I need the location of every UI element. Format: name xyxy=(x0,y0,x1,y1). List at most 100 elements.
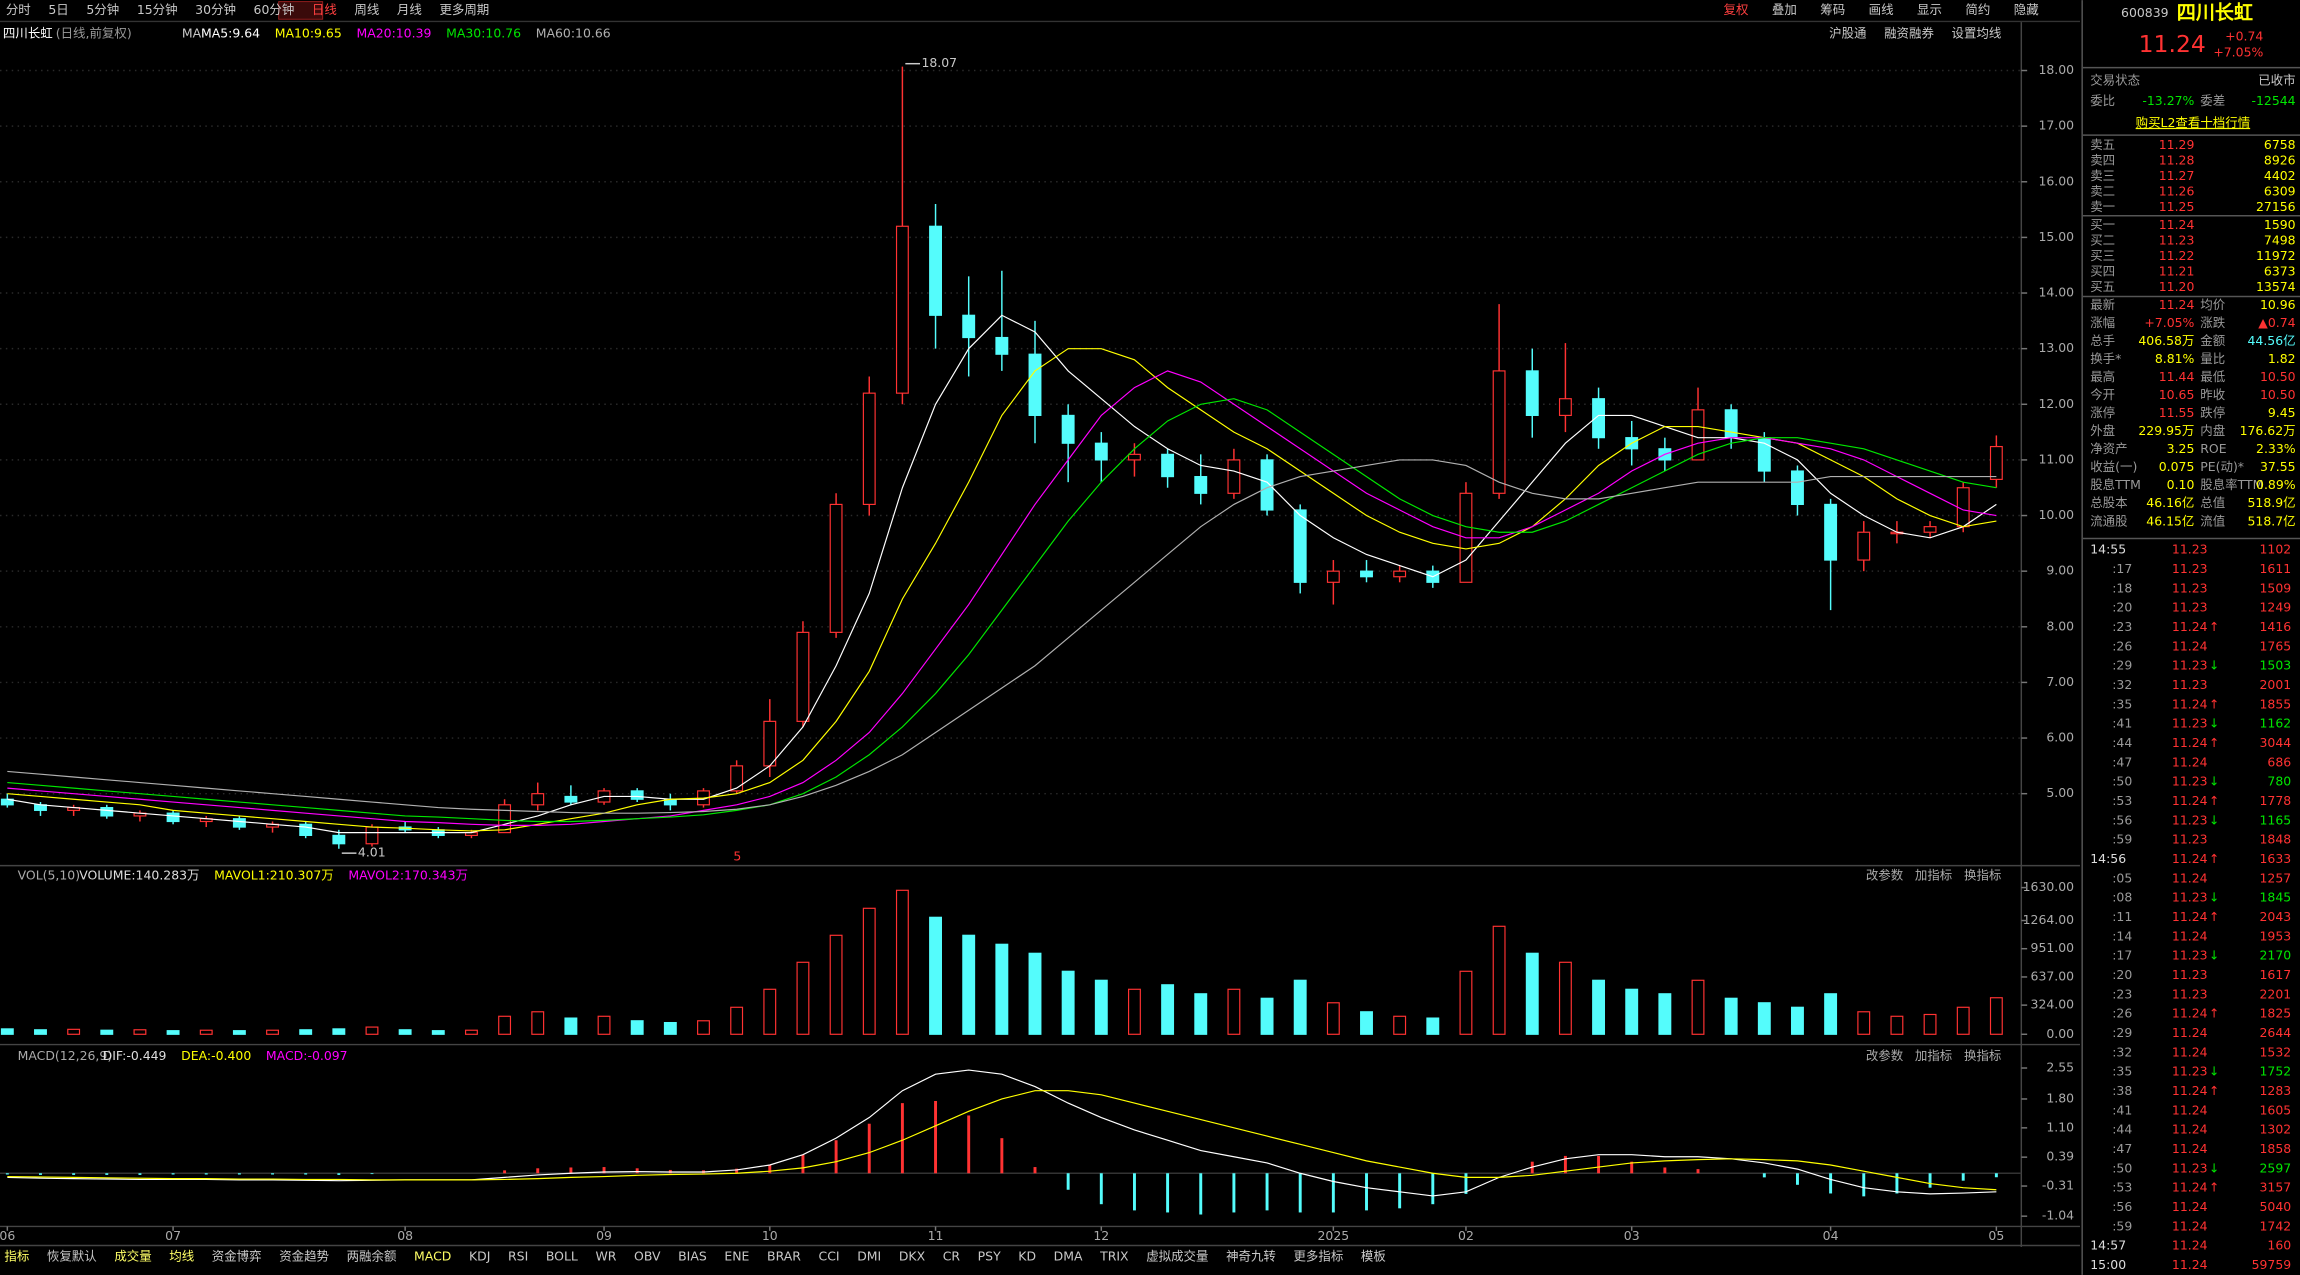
toolbar-item[interactable]: DMA xyxy=(1054,1249,1083,1264)
toolbar-item[interactable]: PSY xyxy=(978,1249,1001,1264)
toolbar-item[interactable]: 换指标 xyxy=(1964,1048,2001,1063)
toolbar-item[interactable]: CR xyxy=(943,1249,961,1264)
toolbar-item[interactable]: 更多周期 xyxy=(439,2,489,17)
toolbar-item[interactable]: WR xyxy=(595,1249,616,1264)
toolbar-item[interactable]: 月线 xyxy=(397,2,422,17)
toolbar-item[interactable]: KD xyxy=(1018,1249,1036,1264)
toolbar-item[interactable]: DMI xyxy=(857,1249,881,1264)
candle-body xyxy=(1824,503,1838,561)
toolbar-item[interactable]: 简约 xyxy=(1965,2,1990,17)
toolbar-item[interactable]: 换指标 xyxy=(1964,867,2001,882)
toolbar-item[interactable]: DKX xyxy=(899,1249,926,1264)
toolbar-item[interactable]: 恢复默认 xyxy=(47,1249,97,1264)
toolbar-item[interactable]: 指标 xyxy=(4,1249,29,1264)
stat-value: 46.16亿 xyxy=(2146,495,2194,510)
stat-label: 内盘 xyxy=(2200,423,2225,438)
wb-label: 委比 xyxy=(2090,93,2115,108)
ob-volume: 8926 xyxy=(2264,152,2296,167)
toolbar-item[interactable]: 叠加 xyxy=(1772,2,1797,17)
toolbar-item[interactable]: 沪股通 xyxy=(1829,25,1867,40)
toolbar-item: DEA:-0.400 xyxy=(181,1048,251,1063)
stat-label: 总手 xyxy=(2090,333,2115,348)
toolbar-item[interactable]: 日线 xyxy=(312,2,337,17)
toolbar-item[interactable]: 15分钟 xyxy=(137,2,178,17)
toolbar-item[interactable]: 60分钟 xyxy=(254,2,295,17)
toolbar-item[interactable]: CCI xyxy=(819,1249,840,1264)
tick-arrow: ↓ xyxy=(2209,1064,2219,1079)
toolbar-item[interactable]: 虚拟成交量 xyxy=(1146,1249,1208,1264)
volume-bar xyxy=(1094,979,1108,1035)
tick-price: 11.24 xyxy=(2172,928,2208,943)
toolbar-item[interactable]: BIAS xyxy=(678,1249,707,1264)
toolbar-item[interactable]: 30分钟 xyxy=(195,2,236,17)
toolbar-item[interactable]: 改参数 xyxy=(1866,867,1904,882)
toolbar-item[interactable]: 资金趋势 xyxy=(279,1249,329,1264)
toolbar-item[interactable]: ENE xyxy=(724,1249,749,1264)
toolbar-item[interactable]: 加指标 xyxy=(1915,867,1952,882)
toolbar-item[interactable]: 显示 xyxy=(1917,2,1942,17)
toolbar-item[interactable]: 加指标 xyxy=(1915,1048,1952,1063)
stat-value: 10.50 xyxy=(2260,369,2296,384)
tick-price: 11.23 xyxy=(2172,774,2208,789)
toolbar-item[interactable]: 两融余额 xyxy=(347,1249,397,1264)
tick-volume: 1283 xyxy=(2259,1083,2291,1098)
y-tick-label: 1.80 xyxy=(2046,1090,2074,1105)
tick-arrow: ↓ xyxy=(2209,774,2219,789)
toolbar-item[interactable]: 更多指标 xyxy=(1293,1249,1343,1264)
y-tick-label: 7.00 xyxy=(2046,674,2074,689)
ob-price: 11.23 xyxy=(2159,232,2195,247)
toolbar-item[interactable]: 模板 xyxy=(1361,1249,1386,1264)
toolbar-item[interactable]: 隐藏 xyxy=(2014,2,2039,17)
tick-volume: 1778 xyxy=(2259,793,2291,808)
tick-price: 11.23 xyxy=(2172,600,2208,615)
toolbar-item[interactable]: 设置均线 xyxy=(1952,25,2002,40)
toolbar-item[interactable]: KDJ xyxy=(469,1249,490,1264)
toolbar-item[interactable]: 5分钟 xyxy=(86,2,119,17)
toolbar-item[interactable]: TRIX xyxy=(1099,1249,1129,1264)
candle-body xyxy=(1028,353,1042,416)
tick-arrow: ↑ xyxy=(2209,909,2219,924)
toolbar-item[interactable]: RSI xyxy=(508,1249,528,1264)
toolbar-item[interactable]: 融资融券 xyxy=(1884,25,1934,40)
ob-volume: 6309 xyxy=(2264,184,2296,199)
x-tick-label: 03 xyxy=(1624,1228,1640,1243)
stat-label: 股息率TTM xyxy=(2200,477,2263,492)
stat-value: 10.65 xyxy=(2159,387,2195,402)
candle-body xyxy=(232,818,246,828)
candle-body xyxy=(564,795,578,803)
tick-time: :41 xyxy=(2112,1102,2132,1117)
candle-body xyxy=(1989,445,2003,480)
volume-bar xyxy=(299,1029,313,1035)
toolbar-item[interactable]: 周线 xyxy=(354,2,379,17)
toolbar-item[interactable]: 5日 xyxy=(48,2,68,17)
toolbar-item[interactable]: BOLL xyxy=(546,1249,578,1264)
candle-body xyxy=(1525,370,1539,416)
toolbar-item[interactable]: 均线 xyxy=(169,1249,194,1264)
ob-volume: 11972 xyxy=(2256,248,2296,263)
toolbar-item[interactable]: 画线 xyxy=(1869,2,1894,17)
volume-bar xyxy=(67,1028,81,1035)
stat-label: 总值 xyxy=(2200,495,2225,510)
toolbar-item[interactable]: 筹码 xyxy=(1820,2,1845,17)
toolbar-item[interactable]: 资金博弈 xyxy=(212,1249,262,1264)
toolbar-item[interactable]: OBV xyxy=(634,1249,661,1264)
stat-label: 股息TTM xyxy=(2090,477,2141,492)
ob-price: 11.26 xyxy=(2159,184,2195,199)
toolbar-item[interactable]: MACD xyxy=(414,1249,451,1264)
tick-time: :18 xyxy=(2112,580,2132,595)
tick-price: 11.24 xyxy=(2172,851,2208,866)
volume-bar xyxy=(398,1029,412,1035)
toolbar-item[interactable]: 复权 xyxy=(1724,2,1749,17)
toolbar-item[interactable]: BRAR xyxy=(767,1249,801,1264)
tick-volume: 2201 xyxy=(2259,986,2291,1001)
volume-bar xyxy=(365,1026,379,1035)
volume-bar xyxy=(663,1021,677,1035)
ma-line xyxy=(7,398,1997,823)
toolbar-item[interactable]: 分时 xyxy=(6,2,31,17)
ob-volume: 6758 xyxy=(2264,137,2296,152)
toolbar-item[interactable]: 神奇九转 xyxy=(1226,1249,1276,1264)
toolbar-item[interactable]: 成交量 xyxy=(114,1249,151,1264)
toolbar-item[interactable]: 改参数 xyxy=(1866,1048,1904,1063)
l2-link[interactable]: 购买L2查看十档行情 xyxy=(2136,115,2251,130)
stat-value: 176.62万 xyxy=(2240,423,2296,438)
